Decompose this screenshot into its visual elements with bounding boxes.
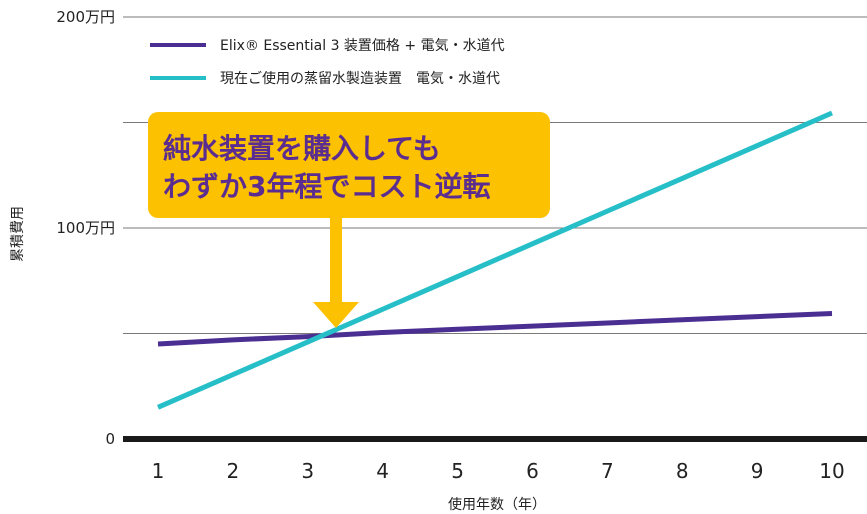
- callout-arrow-head: [313, 302, 359, 328]
- x-tick-label: 9: [751, 459, 764, 483]
- y-tick-label: 100万円: [56, 219, 115, 237]
- x-tick-label: 1: [152, 459, 165, 483]
- callout-arrow-stem: [330, 218, 342, 302]
- callout-line-1: 純水装置を購入しても: [163, 132, 441, 165]
- x-tick-label: 7: [601, 459, 614, 483]
- legend: Elix® Essential 3 装置価格 + 電気・水道代 現在ご使用の蒸留…: [150, 38, 505, 87]
- x-axis-label: 使用年数（年）: [448, 496, 546, 513]
- x-tick-label: 8: [676, 459, 689, 483]
- x-tick-label: 4: [376, 459, 389, 483]
- series-line-1: [157, 310, 833, 347]
- x-tick-labels: 1 2 3 4 5 6 7 8 9 10: [152, 459, 845, 483]
- x-tick-label: 5: [451, 459, 464, 483]
- y-tick-label: 0: [105, 430, 115, 448]
- callout-line-2: わずか3年程でコスト逆転: [163, 170, 490, 203]
- y-tick-labels: 0 100万円 200万円: [56, 8, 115, 448]
- x-tick-label: 3: [301, 459, 314, 483]
- series-lines: [156, 110, 834, 410]
- x-tick-label: 10: [819, 459, 844, 483]
- legend-label-distiller: 現在ご使用の蒸留水製造装置 電気・水道代: [220, 70, 500, 87]
- y-axis-label-group: 累積費用: [10, 206, 26, 262]
- x-tick-label: 6: [526, 459, 539, 483]
- y-tick-label: 200万円: [56, 8, 115, 26]
- callout-box: [148, 112, 550, 218]
- legend-label-elix: Elix® Essential 3 装置価格 + 電気・水道代: [220, 38, 505, 54]
- x-tick-label: 2: [227, 459, 240, 483]
- callout: 純水装置を購入しても わずか3年程でコスト逆転: [148, 112, 550, 328]
- series-line-2: [156, 110, 834, 410]
- y-axis-label: 累積費用: [10, 206, 26, 262]
